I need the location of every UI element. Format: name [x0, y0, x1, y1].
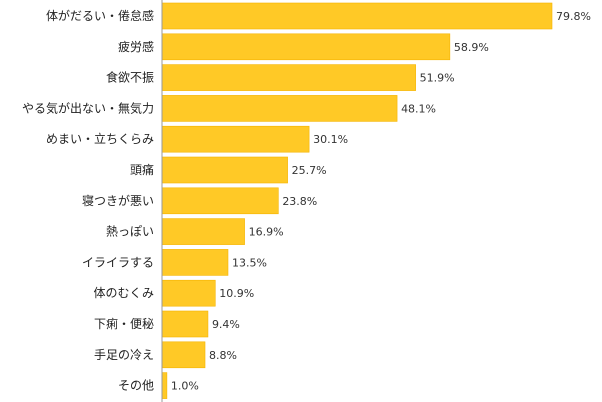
bar — [161, 33, 451, 61]
value-label: 51.9% — [420, 72, 455, 85]
bar — [161, 156, 288, 184]
bar — [161, 249, 229, 276]
value-label: 13.5% — [232, 256, 267, 269]
value-label: 23.8% — [282, 195, 317, 208]
category-label: 寝つきが悪い — [82, 193, 154, 208]
category-label: めまい・立ちくらみ — [46, 131, 154, 146]
value-label: 48.1% — [401, 102, 436, 115]
bar — [161, 125, 310, 153]
value-label: 79.8% — [556, 10, 591, 23]
category-label: 体のむくみ — [94, 286, 154, 300]
bars — [161, 2, 553, 399]
value-label: 16.9% — [249, 226, 284, 239]
category-label: 食欲不振 — [106, 70, 154, 85]
category-label: 手足の冷え — [94, 348, 154, 362]
category-label: 体がだるい・倦怠感 — [46, 8, 154, 23]
value-label: 30.1% — [313, 133, 348, 146]
bar — [161, 218, 245, 245]
value-label: 25.7% — [292, 164, 327, 177]
value-label: 8.8% — [209, 349, 237, 362]
value-label: 58.9% — [454, 41, 489, 54]
bar — [161, 187, 279, 215]
bar — [161, 64, 416, 91]
category-label: 頭痛 — [130, 162, 154, 177]
bar — [161, 372, 168, 399]
category-labels: 体がだるい・倦怠感疲労感食欲不振やる気が出ない・無気力めまい・立ちくらみ頭痛寝つ… — [22, 8, 154, 393]
category-label: 下痢・便秘 — [94, 316, 154, 331]
bar — [161, 279, 216, 307]
category-label: やる気が出ない・無気力 — [22, 100, 154, 115]
category-label: イライラする — [82, 255, 154, 269]
bar — [161, 2, 553, 30]
category-label: 疲労感 — [118, 39, 154, 54]
value-label: 1.0% — [171, 380, 199, 393]
value-label: 9.4% — [212, 318, 240, 331]
bar — [161, 341, 206, 369]
value-labels: 79.8% 58.9% 51.9% 48.1% 30.1% 25.7% 23.8% 16.9%… — [171, 10, 591, 393]
bar — [161, 95, 398, 122]
category-label: その他 — [118, 379, 154, 393]
bar — [161, 310, 209, 338]
value-label: 10.9% — [219, 287, 254, 300]
category-label: 熱っぽい — [106, 225, 154, 239]
